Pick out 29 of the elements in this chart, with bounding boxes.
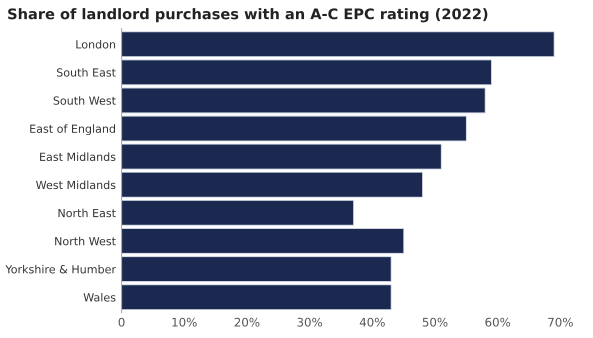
bar xyxy=(122,256,392,282)
x-tick-label: 40% xyxy=(360,318,385,327)
y-tick-label: Wales xyxy=(84,292,116,302)
x-tick-label: 20% xyxy=(234,318,260,327)
x-tick-label: 50% xyxy=(422,318,448,327)
y-tick-label: South West xyxy=(54,96,116,105)
x-tick-label: 0 xyxy=(118,318,125,327)
x-tick-label: 10% xyxy=(172,318,197,327)
bar xyxy=(122,228,404,254)
bar xyxy=(122,31,555,57)
bar xyxy=(122,200,354,226)
y-tick-label: North West xyxy=(55,236,116,246)
chart-title: Share of landlord purchases with an A-C EPC rating (2022) xyxy=(8,8,488,22)
y-tick-label: Yorkshire & Humber xyxy=(5,264,116,274)
y-tick-label: East of England xyxy=(30,124,115,136)
bar xyxy=(122,60,492,86)
x-tick-label: 60% xyxy=(485,318,510,327)
x-tick-label: 30% xyxy=(297,318,322,327)
bar xyxy=(122,284,392,310)
x-tick-label: 70% xyxy=(548,318,573,327)
y-tick-label: London xyxy=(76,40,116,49)
bar xyxy=(122,88,486,114)
bar xyxy=(122,144,442,170)
y-tick-label: North East xyxy=(58,208,116,218)
y-tick-label: South East xyxy=(56,68,116,77)
y-tick-label: West Midlands xyxy=(36,180,116,190)
bar xyxy=(122,116,467,142)
y-tick-label: East Midlands xyxy=(40,152,116,162)
bar xyxy=(122,172,423,198)
